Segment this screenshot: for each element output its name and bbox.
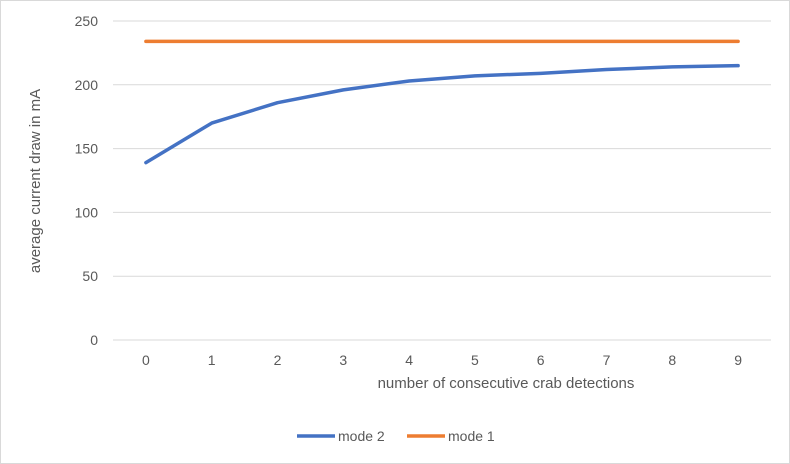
legend-item-mode-1: mode 1 <box>407 428 495 444</box>
legend-label: mode 1 <box>448 428 495 444</box>
series-lines <box>144 39 740 165</box>
data-point-mode-2 <box>144 161 148 165</box>
x-tick-label: 7 <box>603 352 611 368</box>
y-tick-label: 0 <box>90 332 98 348</box>
data-point-mode-1 <box>605 39 609 43</box>
series-line-mode-2 <box>144 63 740 165</box>
data-point-mode-2 <box>605 67 609 71</box>
x-tick-label: 5 <box>471 352 479 368</box>
y-axis-tick-labels: 0 50 100 150 200 250 <box>75 13 99 348</box>
x-tick-label: 6 <box>537 352 545 368</box>
data-point-mode-1 <box>144 39 148 43</box>
data-point-mode-2 <box>670 65 674 69</box>
y-tick-label: 50 <box>82 268 98 284</box>
data-point-mode-1 <box>210 39 214 43</box>
data-point-mode-1 <box>276 39 280 43</box>
data-point-mode-1 <box>736 39 740 43</box>
x-tick-label: 9 <box>734 352 742 368</box>
x-tick-label: 2 <box>274 352 282 368</box>
legend-item-mode-2: mode 2 <box>297 428 385 444</box>
x-tick-label: 4 <box>405 352 413 368</box>
y-tick-label: 100 <box>75 204 99 220</box>
data-point-mode-2 <box>341 88 345 92</box>
gridlines <box>113 20 771 341</box>
y-tick-label: 200 <box>75 77 99 93</box>
data-point-mode-1 <box>473 39 477 43</box>
y-axis-title: average current draw in mA <box>27 89 44 273</box>
x-tick-label: 8 <box>668 352 676 368</box>
data-point-mode-2 <box>210 121 214 125</box>
data-point-mode-1 <box>670 39 674 43</box>
x-tick-label: 3 <box>339 352 347 368</box>
legend: mode 2 mode 1 <box>297 428 495 444</box>
data-point-mode-2 <box>276 101 280 105</box>
y-tick-label: 250 <box>75 13 99 29</box>
data-point-mode-1 <box>341 39 345 43</box>
y-tick-label: 150 <box>75 141 99 157</box>
x-axis-tick-labels: 0 1 2 3 4 5 6 7 8 9 <box>142 352 742 368</box>
data-point-mode-2 <box>539 71 543 75</box>
data-point-mode-1 <box>407 39 411 43</box>
data-point-mode-2 <box>407 79 411 83</box>
x-tick-label: 1 <box>208 352 216 368</box>
x-tick-label: 0 <box>142 352 150 368</box>
data-point-mode-2 <box>473 74 477 78</box>
data-point-mode-2 <box>736 64 740 68</box>
x-axis-title: number of consecutive crab detections <box>378 375 635 392</box>
legend-label: mode 2 <box>338 428 385 444</box>
data-point-mode-1 <box>539 39 543 43</box>
